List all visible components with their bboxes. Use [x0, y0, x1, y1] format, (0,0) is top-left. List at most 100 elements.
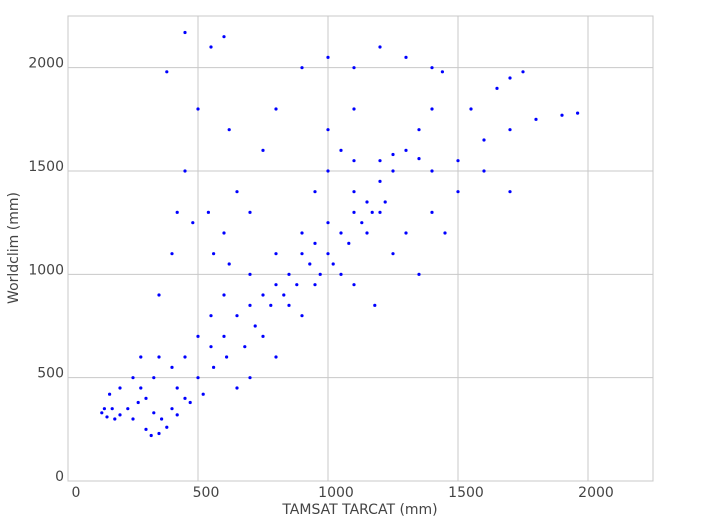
data-point: [365, 231, 369, 235]
data-point: [269, 303, 273, 307]
data-point: [209, 345, 213, 349]
data-point: [131, 376, 135, 380]
data-point: [118, 386, 122, 390]
data-point: [149, 433, 153, 438]
data-point: [157, 293, 161, 297]
data-point: [183, 355, 187, 359]
data-point: [352, 283, 356, 287]
data-point: [326, 221, 330, 225]
data-point: [378, 179, 382, 183]
data-point: [118, 413, 122, 417]
data-point: [576, 111, 580, 115]
data-point: [274, 283, 278, 287]
data-point: [482, 138, 486, 142]
data-point: [139, 386, 143, 390]
data-point: [157, 431, 161, 436]
data-point: [378, 210, 382, 214]
data-point: [212, 365, 216, 369]
data-point: [222, 293, 226, 297]
data-point: [222, 231, 226, 235]
data-point: [183, 396, 187, 400]
data-point: [183, 30, 187, 35]
data-point: [308, 262, 312, 266]
data-point: [243, 345, 247, 349]
data-point: [534, 117, 538, 121]
data-point: [456, 190, 460, 194]
data-point: [105, 415, 109, 419]
data-point: [170, 252, 174, 256]
data-point: [110, 407, 114, 411]
data-point: [248, 303, 252, 307]
data-point: [191, 221, 195, 225]
data-point: [352, 190, 356, 194]
data-point: [508, 76, 512, 80]
data-point: [144, 396, 148, 400]
data-point: [100, 411, 104, 415]
data-point: [282, 293, 286, 297]
data-point: [360, 221, 364, 225]
data-point: [404, 55, 408, 59]
data-point: [313, 241, 317, 245]
data-point: [370, 210, 374, 214]
x-axis-label: TAMSAT TARCAT (mm): [281, 502, 437, 518]
data-point: [352, 66, 356, 70]
data-point: [113, 417, 117, 421]
data-point: [383, 200, 387, 204]
data-point: [196, 334, 200, 338]
data-point: [274, 355, 278, 359]
y-tick-label: 1000: [28, 262, 64, 278]
data-point: [126, 407, 130, 411]
data-point: [248, 272, 252, 276]
data-point: [201, 392, 205, 396]
data-point: [235, 386, 239, 390]
data-point: [274, 107, 278, 111]
data-point: [482, 169, 486, 173]
data-point: [391, 152, 395, 157]
data-point: [196, 376, 200, 380]
data-point: [175, 413, 179, 417]
data-point: [253, 324, 257, 328]
data-point: [160, 417, 164, 421]
data-point: [300, 252, 304, 256]
data-point: [144, 427, 148, 431]
data-point: [495, 86, 499, 90]
data-point: [235, 314, 239, 318]
data-point: [300, 66, 304, 70]
x-tick-label: 0: [72, 485, 81, 501]
data-point: [417, 128, 421, 132]
data-point: [165, 425, 169, 429]
data-point: [152, 411, 156, 415]
x-tick-label: 500: [193, 485, 220, 501]
data-point: [318, 272, 322, 276]
data-point: [508, 190, 512, 194]
data-point: [175, 210, 179, 214]
data-point: [295, 283, 299, 287]
plot-frame: [67, 15, 654, 482]
data-point: [300, 231, 304, 235]
data-point: [248, 376, 252, 380]
y-tick-label: 1500: [28, 159, 64, 175]
data-point: [225, 355, 229, 359]
data-point: [313, 190, 317, 194]
data-point: [352, 107, 356, 111]
data-point: [300, 314, 304, 318]
data-point: [417, 272, 421, 276]
x-tick-label: 1000: [318, 485, 354, 501]
data-point: [326, 128, 330, 132]
y-tick-label: 0: [55, 469, 64, 485]
data-point: [347, 241, 351, 245]
data-point: [430, 66, 434, 70]
data-point: [430, 107, 434, 111]
data-point: [170, 365, 174, 369]
data-point: [391, 252, 395, 256]
data-point: [183, 169, 187, 173]
data-point: [102, 407, 106, 411]
data-point: [313, 283, 317, 287]
data-point: [235, 190, 239, 194]
y-axis-label: Worldclim (mm): [6, 192, 22, 304]
data-point: [165, 70, 169, 74]
data-point: [326, 252, 330, 256]
data-point: [326, 169, 330, 173]
data-point: [404, 231, 408, 235]
data-point: [443, 231, 447, 235]
